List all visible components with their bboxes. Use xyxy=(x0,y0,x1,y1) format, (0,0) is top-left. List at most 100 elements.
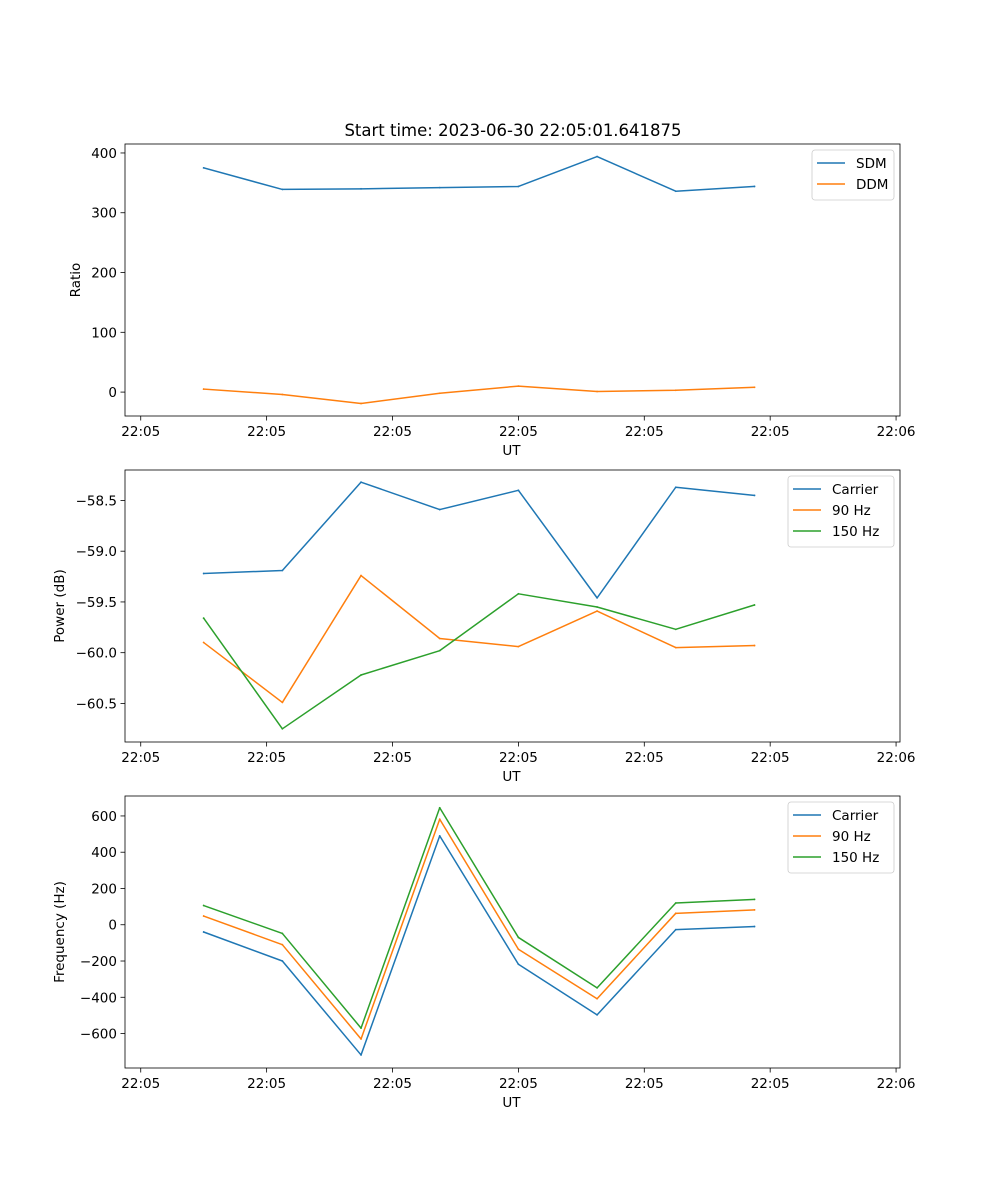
y-tick-label: 0 xyxy=(108,918,117,934)
data-point xyxy=(596,596,598,599)
data-point xyxy=(281,960,284,962)
series-line-ddm xyxy=(202,385,756,405)
legend-label: 90 Hz xyxy=(832,829,871,845)
data-point xyxy=(360,402,362,405)
legend-label: 150 Hz xyxy=(832,850,879,866)
data-point xyxy=(753,908,756,911)
y-tick-label: −58.5 xyxy=(76,493,117,509)
x-tick-label: 22:05 xyxy=(625,1076,664,1092)
legend-label: 90 Hz xyxy=(832,503,871,519)
y-axis-label: Frequency (Hz) xyxy=(52,881,68,983)
data-point xyxy=(753,644,756,647)
data-point xyxy=(360,481,362,484)
data-point xyxy=(438,649,441,652)
y-tick-label: 100 xyxy=(91,325,117,341)
data-point xyxy=(281,932,284,935)
series-line-90-hz xyxy=(202,818,756,1040)
data-point xyxy=(438,186,441,189)
x-tick-label: 22:05 xyxy=(373,750,412,766)
series-line-150-hz xyxy=(202,593,756,730)
data-point xyxy=(517,489,520,492)
data-point xyxy=(360,674,362,676)
figure-title: Start time: 2023-06-30 22:05:01.641875 xyxy=(344,121,681,140)
legend: Carrier 90 Hz 150 Hz xyxy=(787,475,895,548)
y-tick-label: −60.0 xyxy=(76,646,117,662)
x-tick-label: 22:05 xyxy=(121,424,160,440)
data-point xyxy=(596,986,598,989)
data-point xyxy=(202,904,205,907)
x-tick-label: 22:05 xyxy=(373,424,412,440)
x-tick-label: 22:05 xyxy=(247,1076,286,1092)
series-line-sdm xyxy=(202,155,756,192)
data-point xyxy=(517,936,520,939)
data-point xyxy=(753,925,756,928)
x-tick-label: 22:05 xyxy=(751,1076,790,1092)
legend-label: SDM xyxy=(856,156,887,172)
y-tick-label: −600 xyxy=(80,1027,117,1043)
x-axis-label: UT xyxy=(502,443,521,459)
data-point xyxy=(202,617,205,620)
data-point xyxy=(596,606,598,608)
data-point xyxy=(438,508,441,511)
data-point xyxy=(596,390,598,393)
y-tick-label: 0 xyxy=(108,385,117,401)
data-point xyxy=(202,915,205,917)
x-tick-label: 22:05 xyxy=(121,1076,160,1092)
data-point xyxy=(281,393,284,396)
data-point xyxy=(753,898,756,901)
series-line-carrier xyxy=(202,835,756,1056)
data-point xyxy=(438,834,441,837)
y-tick-label: −60.5 xyxy=(76,696,117,712)
data-point xyxy=(517,963,520,966)
y-tick-label: 600 xyxy=(91,809,117,825)
data-point xyxy=(202,572,205,575)
legend: Carrier 90 Hz 150 Hz xyxy=(787,801,895,874)
data-point xyxy=(517,592,520,595)
data-point xyxy=(674,389,677,392)
data-point xyxy=(360,574,362,577)
data-point xyxy=(202,931,205,933)
data-point xyxy=(360,187,362,190)
x-tick-label: 22:05 xyxy=(751,424,790,440)
data-point xyxy=(438,806,441,809)
y-tick-label: −59.5 xyxy=(76,595,117,611)
axes-frame xyxy=(124,143,901,417)
x-axis-label: UT xyxy=(502,1095,521,1111)
y-tick-label: 200 xyxy=(91,881,117,897)
data-point xyxy=(202,167,205,169)
data-point xyxy=(674,190,677,193)
data-point xyxy=(674,628,677,631)
data-point xyxy=(281,943,284,946)
data-point xyxy=(596,1013,598,1016)
y-tick-label: 400 xyxy=(91,146,117,162)
legend-label: Carrier xyxy=(832,482,879,498)
data-point xyxy=(674,646,677,649)
x-tick-label: 22:05 xyxy=(121,750,160,766)
y-tick-label: 300 xyxy=(91,206,117,222)
data-point xyxy=(753,386,756,389)
legend-label: Carrier xyxy=(832,808,879,824)
data-point xyxy=(596,155,598,158)
data-point xyxy=(596,610,598,612)
legend: SDM DDM xyxy=(811,149,895,201)
data-point xyxy=(360,1038,362,1040)
data-point xyxy=(596,997,598,1000)
data-point xyxy=(360,1027,362,1030)
data-point xyxy=(517,645,520,648)
x-tick-label: 22:05 xyxy=(499,424,538,440)
x-tick-label: 22:06 xyxy=(877,424,916,440)
data-point xyxy=(674,928,677,931)
data-point xyxy=(674,486,677,489)
data-point xyxy=(753,494,756,497)
y-tick-label: −200 xyxy=(80,954,117,970)
data-point xyxy=(517,948,520,951)
y-axis-label: Power (dB) xyxy=(52,569,68,642)
x-tick-label: 22:05 xyxy=(625,424,664,440)
series-line-150-hz xyxy=(202,807,756,1029)
data-point xyxy=(202,388,205,390)
data-point xyxy=(753,604,756,606)
data-point xyxy=(674,902,677,904)
x-tick-label: 22:05 xyxy=(373,1076,412,1092)
y-tick-label: −400 xyxy=(80,990,117,1006)
